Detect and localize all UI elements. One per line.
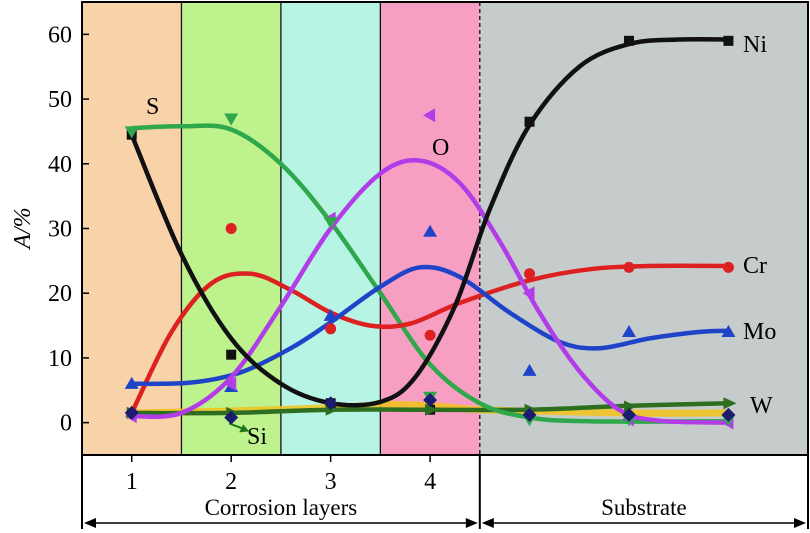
x-region-label-substrate: Substrate [601,495,687,520]
x-region-arrow-left-2 [481,518,494,528]
marker-mo-4 [423,224,438,237]
marker-diamond-4 [423,392,438,407]
marker-mo-6 [621,325,636,338]
marker-diamond-3 [323,396,338,411]
x-region-arrow-right-2 [794,518,806,528]
marker-diamond-1 [124,405,139,420]
series-label-cr: Cr [743,253,767,279]
marker-s-2 [224,113,239,126]
series-labels: Ni Cr Mo O S W Si [146,32,776,450]
region-backgrounds [82,2,808,455]
marker-s-3 [323,217,338,230]
x-tick-label-2: 2 [225,469,237,495]
marker-o-4 [423,108,436,123]
marker-cr-5 [524,268,536,280]
marker-diamond-6 [621,407,636,422]
x-axis: 1 2 3 4 Corrosion layers Substrate [81,455,809,529]
curve-o [129,157,731,425]
marker-diamond-7 [721,407,736,422]
curve-mo [129,264,731,387]
marker-ni-2 [226,349,237,360]
y-tick-label-40: 40 [48,152,72,178]
y-tick-label-60: 60 [48,22,72,48]
curve-cr [129,263,731,416]
x-region-arrow-right-1 [465,518,478,528]
y-tick-label-10: 10 [48,346,72,372]
marker-ni-6 [623,35,634,46]
marker-cr-6 [623,261,635,273]
y-axis: 0 10 20 30 40 50 60 [48,22,89,437]
marker-cr-4 [424,329,436,341]
y-axis-title: A/% [10,207,36,250]
marker-diamond-5 [522,407,537,422]
series-label-s: S [146,94,159,120]
marker-mo-1 [124,376,139,389]
region-band-5 [479,2,808,455]
series-markers [124,35,737,433]
marker-diamond-2 [224,410,239,425]
y-tick-label-0: 0 [60,411,72,437]
marker-o-2 [224,376,237,391]
marker-ni-5 [524,116,535,127]
x-tick-label-4: 4 [424,469,436,495]
series-label-si: Si [247,424,267,450]
marker-mo-5 [522,363,537,376]
marker-ni-7 [723,35,734,46]
x-region-arrow-left-1 [84,518,96,528]
marker-s-1 [124,126,139,139]
y-tick-label-20: 20 [48,281,72,307]
x-tick-label-3: 3 [325,469,337,495]
marker-mo-7 [721,325,736,338]
marker-si-1 [239,424,250,433]
marker-mo-3 [323,308,338,321]
curve-s [129,123,731,424]
y-tick-label-30: 30 [48,217,72,243]
series-label-o: O [432,135,449,161]
series-label-w: W [750,393,773,419]
marker-cr-7 [722,261,734,273]
x-tick-label-1: 1 [126,469,138,495]
series-label-ni: Ni [743,32,767,58]
series-label-mo: Mo [743,319,776,345]
curve-ni [129,36,731,408]
marker-w-4 [425,403,439,416]
y-tick-label-50: 50 [48,87,72,113]
marker-cr-3 [325,323,337,335]
marker-cr-2 [225,223,237,234]
x-region-label-corrosion-layers: Corrosion layers [205,495,358,520]
marker-w-6 [623,400,637,413]
marker-o-5 [522,286,535,301]
marker-w-7 [723,397,737,410]
